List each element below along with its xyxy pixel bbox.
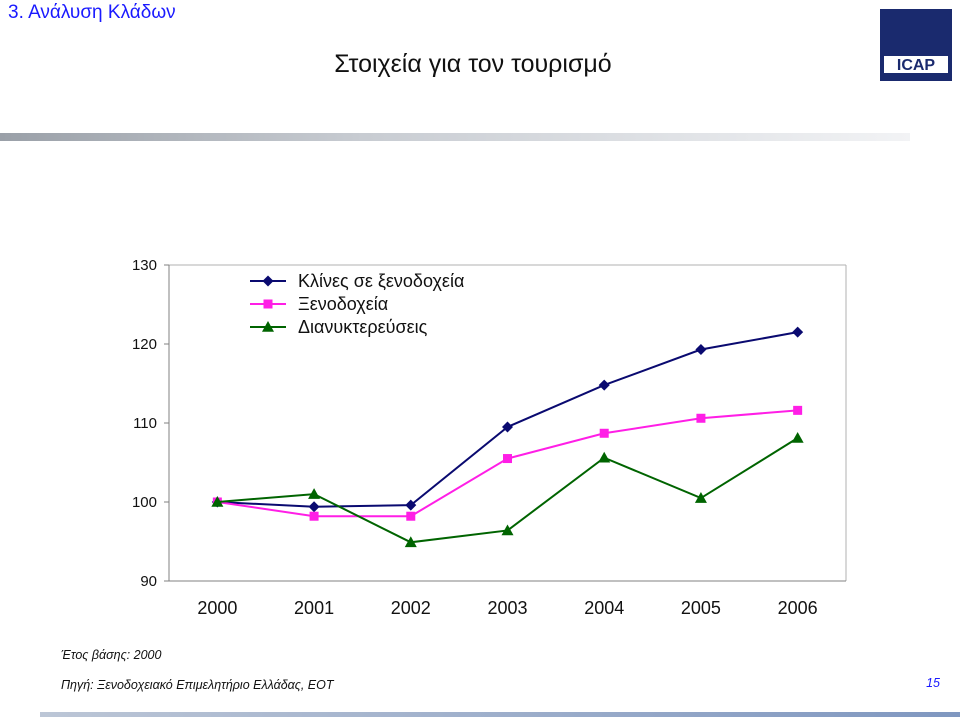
y-tick-label: 90 [140,573,157,590]
y-tick-label: 120 [132,336,157,353]
x-tick-label: 2002 [391,598,431,618]
legend-marker-2 [263,299,273,309]
series-line-1 [217,331,798,508]
x-tick-label: 2006 [778,598,818,618]
series-2-point [793,405,803,415]
y-tick-label: 110 [133,415,157,432]
x-tick-label: 2000 [197,598,237,618]
footer-divider [40,712,960,717]
series-2-point [309,511,319,521]
x-tick-label: 2004 [584,598,624,618]
series-2-point [406,511,416,521]
base-year-note: Έτος βάσης: 2000 [61,648,162,662]
y-tick-label: 130 [132,257,157,274]
series-3-point [694,492,707,503]
legend-marker-1 [262,275,274,287]
series-1-point [308,501,320,513]
series-3-point [501,524,514,536]
series-2-point [503,454,512,464]
y-tick-label: 100 [132,494,157,511]
page-number: 15 [926,676,940,690]
series-3-point [598,451,611,463]
header-divider [0,133,910,141]
series-2-point [696,413,706,423]
legend-label-3: Διανυκτερεύσεις [298,317,428,337]
source-note: Πηγή: Ξενοδοχειακό Επιμελητήριο Ελλάδας,… [61,678,334,692]
series-1-point [405,499,417,511]
series-2-point [599,428,609,438]
series-1-point [502,421,513,433]
section-title: 3. Ανάλυση Κλάδων [8,2,176,23]
series-3-point [404,536,417,548]
icap-logo: ICAP [880,9,952,81]
legend-label-2: Ξενοδοχεία [298,294,388,314]
logo-text: ICAP [897,57,936,74]
series-1-point [695,344,707,356]
series-3-point [211,496,224,507]
legend-label-1: Κλίνες σε ξενοδοχεία [298,271,464,291]
slide-title: Στοιχεία για τον τουρισμό [334,50,612,78]
legend-marker-3 [262,321,274,332]
series-3-point [791,432,804,443]
x-tick-label: 2003 [487,598,527,618]
series-1-point [598,379,610,391]
x-tick-label: 2001 [294,598,334,618]
series-3-point [308,488,321,499]
series-1-point [792,326,804,338]
x-tick-label: 2005 [681,598,721,618]
